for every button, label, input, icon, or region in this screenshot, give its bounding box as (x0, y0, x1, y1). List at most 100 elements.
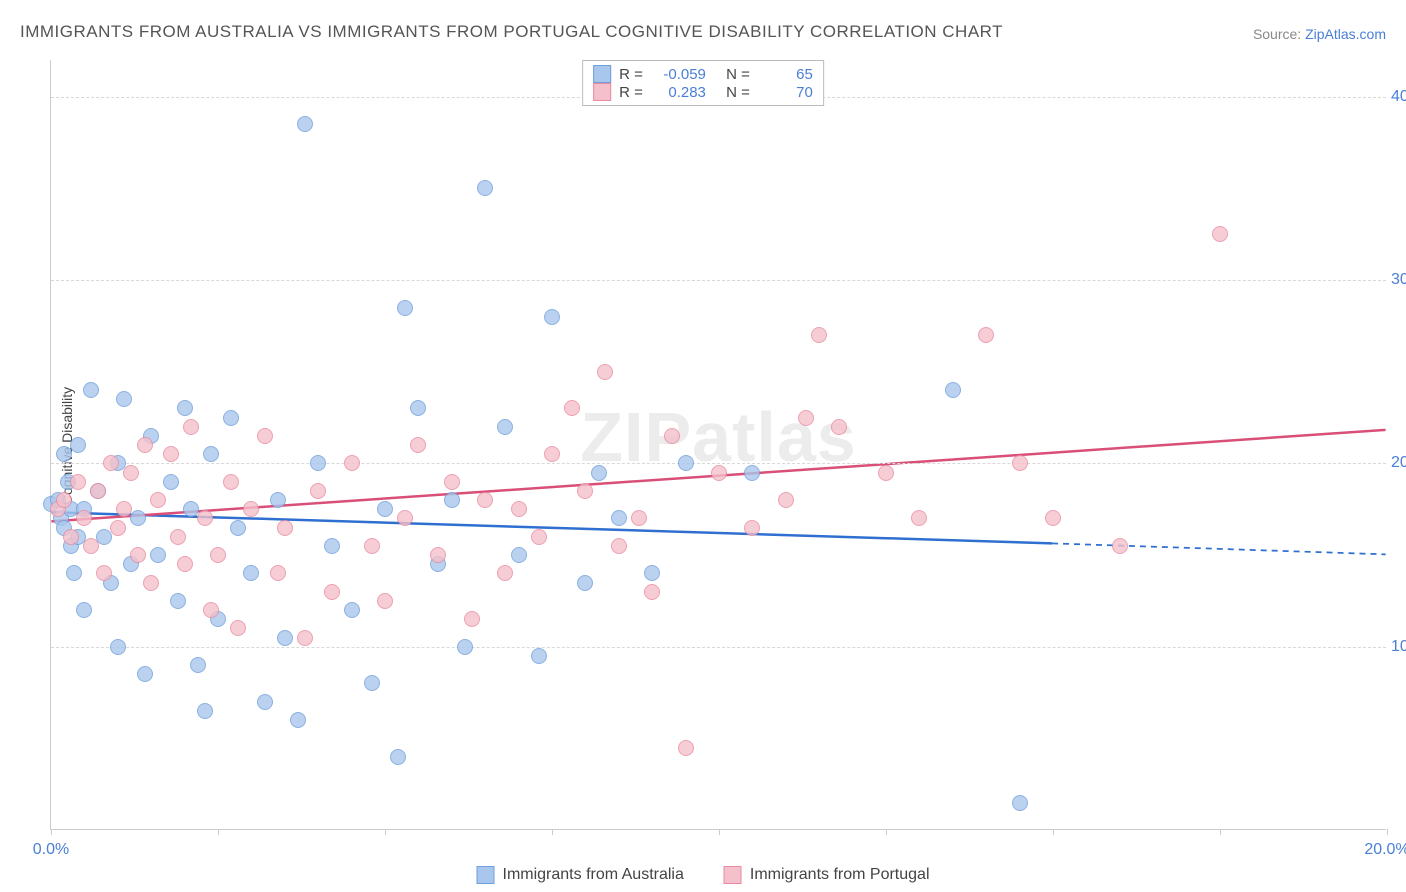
legend-label-portugal: Immigrants from Portugal (750, 866, 930, 884)
scatter-point (223, 410, 239, 426)
scatter-point (945, 382, 961, 398)
scatter-point (297, 630, 313, 646)
scatter-point (631, 510, 647, 526)
legend-n-value-portugal: 70 (758, 84, 813, 101)
scatter-point (310, 483, 326, 499)
scatter-point (197, 510, 213, 526)
x-tick (1387, 829, 1388, 835)
scatter-point (711, 465, 727, 481)
scatter-point (150, 492, 166, 508)
scatter-point (203, 602, 219, 618)
scatter-point (130, 510, 146, 526)
swatch-australia (477, 866, 495, 884)
scatter-point (177, 556, 193, 572)
scatter-point (1012, 795, 1028, 811)
scatter-point (591, 465, 607, 481)
scatter-point (544, 446, 560, 462)
scatter-point (137, 666, 153, 682)
scatter-point (270, 492, 286, 508)
scatter-point (364, 675, 380, 691)
swatch-portugal (724, 866, 742, 884)
trend-lines-layer (51, 60, 1386, 829)
x-tick (1220, 829, 1221, 835)
chart-container: IMMIGRANTS FROM AUSTRALIA VS IMMIGRANTS … (0, 0, 1406, 892)
scatter-point (344, 602, 360, 618)
scatter-point (798, 410, 814, 426)
y-tick-label: 10.0% (1391, 638, 1406, 656)
scatter-point (611, 510, 627, 526)
scatter-point (778, 492, 794, 508)
scatter-point (96, 565, 112, 581)
scatter-point (477, 492, 493, 508)
plot-area: ZIPatlas 10.0%20.0%30.0%40.0%0.0%20.0% (50, 60, 1386, 830)
scatter-point (444, 474, 460, 490)
scatter-point (811, 327, 827, 343)
scatter-point (257, 694, 273, 710)
scatter-point (390, 749, 406, 765)
x-tick (1053, 829, 1054, 835)
scatter-point (143, 575, 159, 591)
scatter-point (978, 327, 994, 343)
legend-r-value-australia: -0.059 (651, 66, 706, 83)
scatter-point (90, 483, 106, 499)
scatter-point (123, 465, 139, 481)
swatch-australia (593, 65, 611, 83)
scatter-point (577, 483, 593, 499)
x-tick (552, 829, 553, 835)
scatter-point (1045, 510, 1061, 526)
scatter-point (531, 529, 547, 545)
gridline-h (51, 647, 1386, 648)
scatter-point (163, 446, 179, 462)
gridline-h (51, 280, 1386, 281)
scatter-point (644, 565, 660, 581)
scatter-point (243, 501, 259, 517)
scatter-point (130, 547, 146, 563)
legend-row-australia: R = -0.059 N = 65 (593, 65, 813, 83)
legend-n-label: N = (726, 66, 750, 83)
scatter-point (70, 474, 86, 490)
legend-row-portugal: R = 0.283 N = 70 (593, 83, 813, 101)
scatter-point (564, 400, 580, 416)
scatter-point (270, 565, 286, 581)
scatter-point (297, 116, 313, 132)
legend-r-label: R = (619, 66, 643, 83)
legend-item-portugal: Immigrants from Portugal (724, 866, 930, 884)
series-legend: Immigrants from Australia Immigrants fro… (477, 866, 930, 884)
scatter-point (277, 520, 293, 536)
scatter-point (210, 547, 226, 563)
chart-title: IMMIGRANTS FROM AUSTRALIA VS IMMIGRANTS … (20, 22, 1003, 42)
y-tick-label: 40.0% (1391, 88, 1406, 106)
scatter-point (230, 620, 246, 636)
scatter-point (203, 446, 219, 462)
scatter-point (290, 712, 306, 728)
scatter-point (163, 474, 179, 490)
x-tick-label: 20.0% (1364, 841, 1406, 859)
legend-n-value-australia: 65 (758, 66, 813, 83)
scatter-point (110, 639, 126, 655)
source-link[interactable]: ZipAtlas.com (1305, 26, 1386, 42)
scatter-point (678, 740, 694, 756)
scatter-point (477, 180, 493, 196)
scatter-point (230, 520, 246, 536)
scatter-point (464, 611, 480, 627)
scatter-point (1112, 538, 1128, 554)
scatter-point (544, 309, 560, 325)
scatter-point (170, 529, 186, 545)
scatter-point (597, 364, 613, 380)
y-tick-label: 30.0% (1391, 271, 1406, 289)
scatter-point (611, 538, 627, 554)
scatter-point (664, 428, 680, 444)
scatter-point (744, 520, 760, 536)
scatter-point (577, 575, 593, 591)
scatter-point (103, 455, 119, 471)
scatter-point (444, 492, 460, 508)
source-attribution: Source: ZipAtlas.com (1253, 26, 1386, 42)
scatter-point (183, 419, 199, 435)
scatter-point (831, 419, 847, 435)
scatter-point (116, 391, 132, 407)
x-tick-label: 0.0% (33, 841, 69, 859)
scatter-point (83, 382, 99, 398)
scatter-point (497, 419, 513, 435)
scatter-point (410, 400, 426, 416)
scatter-point (116, 501, 132, 517)
